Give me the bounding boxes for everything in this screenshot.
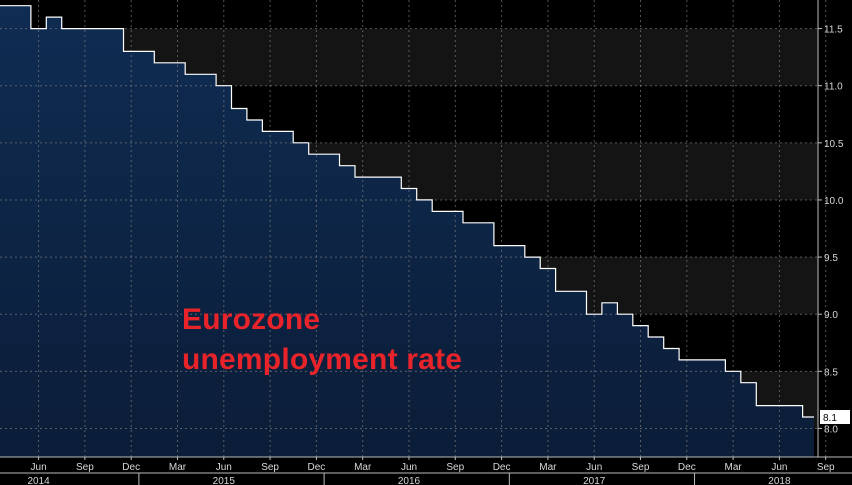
x-tick-label: Jun bbox=[771, 462, 787, 473]
last-value-badge-bg bbox=[820, 410, 850, 425]
x-tick-label: Mar bbox=[169, 462, 187, 473]
x-tick-label: Sep bbox=[76, 462, 94, 473]
x-tick-label: Dec bbox=[307, 462, 325, 473]
x-year-label: 2016 bbox=[398, 476, 421, 485]
y-tick-label: 10.0 bbox=[824, 196, 844, 207]
x-year-label: 2014 bbox=[27, 476, 50, 485]
x-tick-label: Jun bbox=[401, 462, 417, 473]
x-tick-label: Jun bbox=[586, 462, 602, 473]
y-tick-label: 9.5 bbox=[824, 253, 838, 264]
x-tick-label: Mar bbox=[724, 462, 742, 473]
y-tick-label: 10.5 bbox=[824, 139, 844, 150]
x-year-label: 2015 bbox=[213, 476, 236, 485]
y-tick-label: 11.0 bbox=[824, 82, 843, 93]
x-tick-label: Jun bbox=[31, 462, 47, 473]
x-tick-label: Sep bbox=[632, 462, 650, 473]
y-tick-label: 8.0 bbox=[824, 424, 838, 435]
x-axis: Jun Sep Dec Mar Jun Sep Dec Mar Jun Sep Dec Mar Jun S… bbox=[0, 456, 852, 485]
last-value-badge: 8.1 bbox=[820, 410, 850, 425]
y-tick-label: 11.5 bbox=[824, 25, 843, 36]
y-tick-label: 9.0 bbox=[824, 310, 838, 321]
x-tick-label: Sep bbox=[446, 462, 464, 473]
x-tick-label: Dec bbox=[678, 462, 696, 473]
annotation-line-1: Eurozone bbox=[182, 303, 321, 336]
x-tick-label: Dec bbox=[122, 462, 140, 473]
annotation-line-2: unemployment rate bbox=[182, 343, 463, 376]
series-area bbox=[0, 5, 814, 457]
x-year-label: 2017 bbox=[583, 476, 606, 485]
series-line bbox=[0, 5, 814, 418]
x-tick-label: Mar bbox=[354, 462, 372, 473]
x-tick-label: Sep bbox=[261, 462, 279, 473]
x-tick-label: Mar bbox=[539, 462, 557, 473]
y-axis: 11.5 11.0 10.5 10.0 9.5 9.0 8.5 8.0 bbox=[817, 0, 844, 457]
x-tick-label: Dec bbox=[493, 462, 511, 473]
x-year-label: 2018 bbox=[768, 476, 791, 485]
chart-annotation: Eurozone unemployment rate bbox=[182, 300, 462, 380]
y-tick-label: 8.5 bbox=[824, 367, 838, 378]
last-value-label: 8.1 bbox=[823, 413, 837, 424]
gridlines bbox=[0, 0, 827, 457]
x-tick-label: Jun bbox=[216, 462, 232, 473]
x-tick-label: Sep bbox=[817, 462, 835, 473]
